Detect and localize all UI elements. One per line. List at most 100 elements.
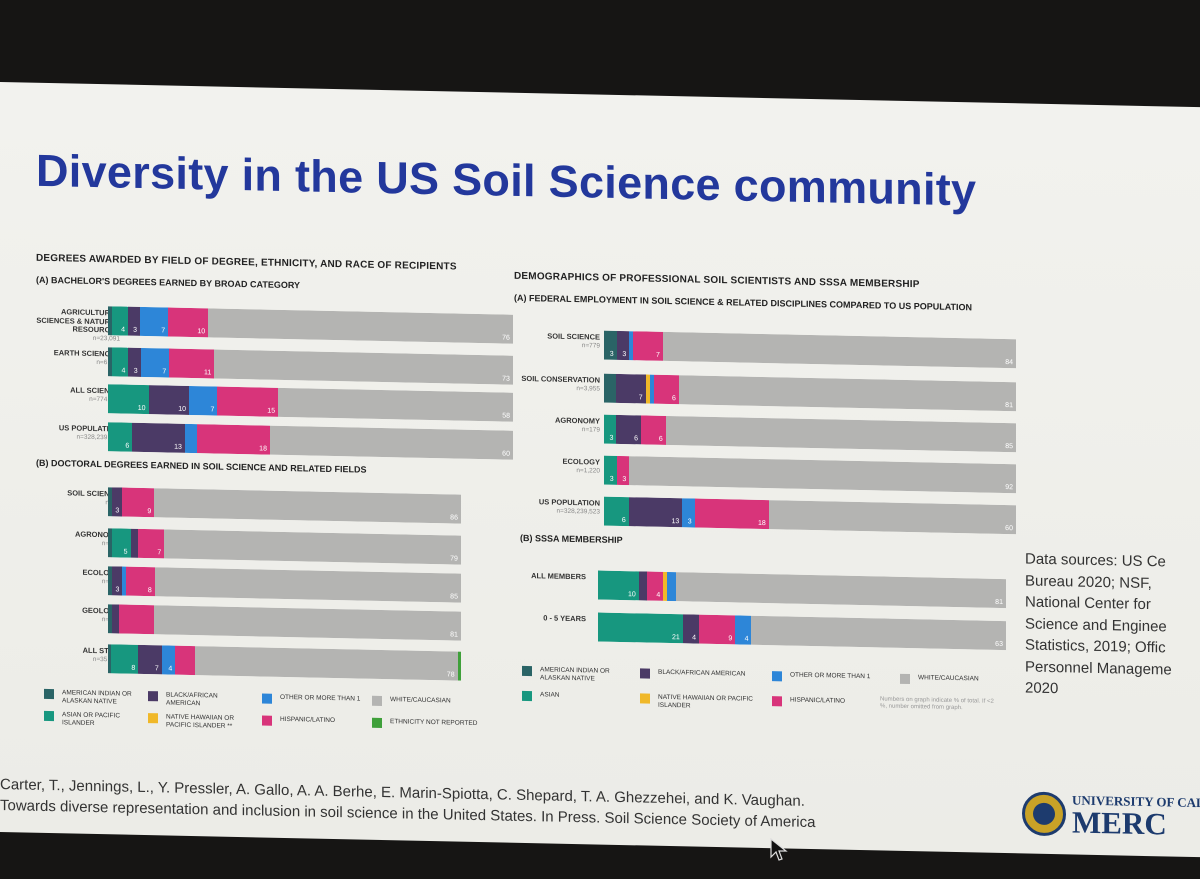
bar-segment: 7 <box>616 373 646 404</box>
data-label: 81 <box>995 598 1003 607</box>
legend-item: White/Caucasian <box>900 673 1010 686</box>
data-label: 79 <box>450 555 458 563</box>
legend-swatch <box>148 691 158 702</box>
bar-segment: 13 <box>628 497 683 528</box>
data-label: 84 <box>1005 359 1013 367</box>
data-label: 81 <box>450 631 458 639</box>
data-label: 92 <box>1005 484 1013 492</box>
charts-area: Agricultural Sciences & Natural Resource… <box>0 82 1200 681</box>
legend-item: Other or more than 1 <box>262 693 362 705</box>
data-label: 6 <box>634 435 639 443</box>
stacked-bar: 4 3 7 10 76 <box>108 306 513 344</box>
data-label: 4 <box>168 665 173 673</box>
data-label: 9 <box>728 635 733 643</box>
legend-label: Other or more than 1 <box>790 671 871 681</box>
legend-item: Ethnicity not reported <box>372 717 482 730</box>
data-label: 13 <box>671 518 680 526</box>
sample-size-label: n=779 <box>581 341 600 350</box>
bar-segment: 3 <box>604 414 617 444</box>
legend-swatch <box>372 717 382 729</box>
legend-item: American Indian or Alaskan Native <box>522 665 632 684</box>
bar-segment: 73 <box>214 349 513 385</box>
bar-segment: 11 <box>169 348 215 379</box>
data-label: 3 <box>609 350 614 358</box>
legend-swatch <box>522 690 532 702</box>
sample-size-label: n=179 <box>581 425 600 434</box>
bar-segment: 79 <box>164 529 461 565</box>
bar-segment <box>457 651 461 681</box>
data-sources-line: National Center for <box>1025 593 1151 614</box>
stacked-bar: 3 9 86 <box>108 487 461 524</box>
category-label: Ecology n=1,220 <box>500 456 600 475</box>
category-name: Ecology <box>562 456 600 467</box>
data-label: 7 <box>157 549 162 557</box>
legend-swatch <box>772 696 782 707</box>
bar-segment: 3 <box>128 306 141 336</box>
bar-segment <box>130 528 139 558</box>
legend-label: Ethnicity not reported <box>390 718 478 728</box>
bar-segment: 4 <box>682 614 699 644</box>
data-label: 6 <box>658 435 663 443</box>
stacked-bar: 3 3 92 <box>604 455 1016 494</box>
data-label: 10 <box>628 591 636 599</box>
legend-label: Native Hawaiian or Pacific Islander ** <box>166 713 235 730</box>
data-sources: Data sources: US Ce Bureau 2020; NSF, Nati… <box>1025 548 1172 702</box>
slide-title: Diversity in the US Soil Science communi… <box>36 144 977 216</box>
data-label: 8 <box>131 664 136 672</box>
bar-segment <box>111 604 120 634</box>
legend-label: Black/African American <box>166 691 218 708</box>
bar-segment: 60 <box>269 425 513 460</box>
data-label: 10 <box>137 404 146 413</box>
bar-segment: 3 <box>616 330 630 361</box>
legend-swatch <box>900 673 910 685</box>
legend-label: White/Caucasian <box>390 696 451 705</box>
data-label: 60 <box>1005 525 1013 533</box>
legend-label: American Indian or Alaskan Native <box>62 689 132 706</box>
data-label: 7 <box>655 351 660 359</box>
bar-segment: 63 <box>751 615 1006 651</box>
university-logo: UNIVERSITY OF CAL MERC <box>1022 791 1200 842</box>
data-label: 5 <box>123 548 128 556</box>
citation: Carter, T., Jennings, L., Y. Pressler, A… <box>0 774 815 833</box>
data-label: 21 <box>672 634 680 642</box>
category-label: US Population n=328,239,523 <box>500 497 600 516</box>
category-label: 0 - 5 Years <box>500 613 586 623</box>
legend-item: Hispanic/Latino <box>772 696 882 708</box>
category-label: Agronomy n=179 <box>500 415 600 434</box>
data-sources-line: Data sources: US Ce <box>1025 550 1166 571</box>
bar-segment: 76 <box>208 308 513 344</box>
right-panel-title: Demographics of professional soil scient… <box>514 270 920 291</box>
data-label: 81 <box>1005 402 1013 410</box>
bar-segment: 6 <box>653 374 679 405</box>
bar-segment <box>184 423 198 454</box>
bar-segment: 21 <box>598 612 683 644</box>
sample-size-label: n=328,239,523 <box>556 507 600 516</box>
bar-segment: 58 <box>278 387 513 422</box>
bar-segment: 78 <box>195 646 458 681</box>
category-label: Soil Conservation n=3,955 <box>500 374 600 393</box>
bar-segment: 13 <box>132 422 185 453</box>
data-label: 8 <box>147 587 152 595</box>
stacked-bar: 10 4 81 <box>598 570 1006 609</box>
data-label: 6 <box>621 517 626 525</box>
stacked-bar: 4 3 7 11 73 <box>108 347 513 385</box>
bar-segment: 10 <box>168 307 209 338</box>
data-label: 3 <box>687 518 692 526</box>
legend-label: American Indian or Alaskan Native <box>540 666 610 683</box>
legend-item: Native Hawaiian or Pacific Islander <box>640 693 760 712</box>
bar-segment <box>175 645 196 676</box>
legend-item: Asian or Pacific Islander <box>44 710 134 729</box>
bar-segment: 7 <box>633 331 663 361</box>
bar-segment: 9 <box>122 487 155 518</box>
stacked-bar: 8 7 4 78 <box>108 644 461 681</box>
stacked-bar: 3 8 85 <box>108 566 461 603</box>
legend-swatch <box>372 695 382 707</box>
legend-label: Asian <box>540 691 560 699</box>
logo-line2: MERC <box>1072 804 1167 842</box>
data-label: 7 <box>161 327 166 335</box>
bar-segment: 15 <box>217 386 279 417</box>
legend-swatch <box>522 665 532 677</box>
data-label: 6 <box>671 395 676 403</box>
mouse-cursor-icon <box>770 838 788 861</box>
bar-segment: 7 <box>138 528 165 559</box>
